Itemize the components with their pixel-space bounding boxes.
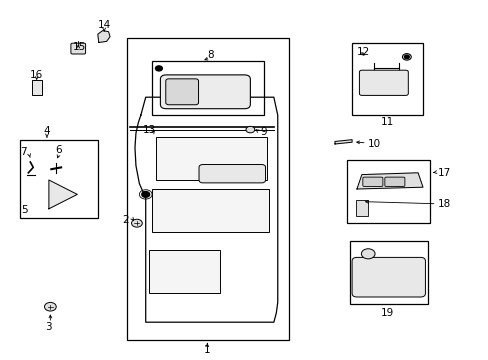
Circle shape [155,66,162,71]
FancyBboxPatch shape [351,257,425,297]
Text: 15: 15 [72,42,86,52]
Text: 13: 13 [142,125,156,135]
Bar [156,137,266,180]
Text: 8: 8 [206,50,213,60]
Text: 18: 18 [437,199,450,210]
Text: 12: 12 [356,47,369,57]
Circle shape [44,302,56,311]
Polygon shape [98,31,110,42]
Bar [151,189,268,232]
Text: 9: 9 [260,127,266,137]
FancyBboxPatch shape [160,75,250,109]
Text: 3: 3 [45,322,52,332]
FancyBboxPatch shape [384,177,404,186]
Bar [355,200,367,216]
Polygon shape [49,180,77,209]
Polygon shape [356,173,422,189]
FancyBboxPatch shape [165,79,198,105]
Bar [149,250,220,293]
Text: 6: 6 [55,145,62,156]
Circle shape [361,249,374,259]
Text: 11: 11 [380,117,394,127]
Text: 4: 4 [43,126,50,136]
FancyBboxPatch shape [362,177,382,186]
Text: 19: 19 [380,308,394,318]
Text: 2: 2 [122,215,128,225]
Text: 14: 14 [97,20,111,30]
Text: 7: 7 [20,147,27,157]
FancyBboxPatch shape [71,43,85,54]
FancyBboxPatch shape [359,70,407,95]
Polygon shape [334,140,351,144]
Circle shape [131,219,142,227]
Bar [151,61,264,115]
Text: 16: 16 [30,70,43,80]
Circle shape [245,126,254,133]
Text: 1: 1 [203,345,210,355]
Bar [32,80,41,95]
Bar [349,241,427,304]
Circle shape [142,192,149,197]
Bar [346,160,429,223]
Text: 17: 17 [437,168,450,178]
Text: 5: 5 [21,205,28,215]
FancyBboxPatch shape [199,165,265,183]
Text: 10: 10 [367,139,380,149]
Bar [351,43,422,115]
Bar [20,140,98,218]
Circle shape [404,55,408,59]
Bar [127,38,288,340]
